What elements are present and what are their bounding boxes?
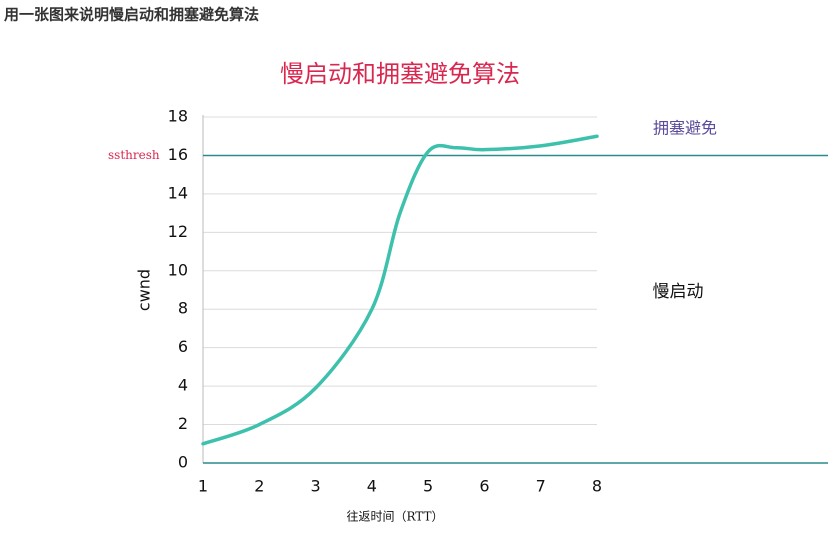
threshold-label: ssthresh bbox=[108, 148, 160, 162]
y-tick-label: 4 bbox=[178, 376, 188, 395]
chart-title: 慢启动和拥塞避免算法 bbox=[280, 60, 520, 88]
y-tick-label: 10 bbox=[168, 260, 188, 279]
x-tick-label: 4 bbox=[367, 477, 377, 496]
y-tick-label: 12 bbox=[168, 222, 188, 241]
x-tick-label: 1 bbox=[198, 477, 208, 496]
y-axis-label: cwnd bbox=[135, 269, 154, 311]
y-tick-label: 6 bbox=[178, 337, 188, 356]
x-tick-label: 3 bbox=[310, 477, 320, 496]
x-tick-label: 5 bbox=[423, 477, 433, 496]
y-tick-label: 14 bbox=[168, 183, 188, 202]
x-tick-label: 7 bbox=[536, 477, 546, 496]
y-tick-label: 0 bbox=[178, 453, 188, 472]
x-tick-label: 6 bbox=[479, 477, 489, 496]
y-tick-label: 2 bbox=[178, 414, 188, 433]
annotation: 慢启动 bbox=[653, 281, 704, 302]
y-tick-label: 16 bbox=[168, 145, 188, 164]
x-tick-label: 2 bbox=[254, 477, 264, 496]
series-line bbox=[201, 134, 599, 446]
y-tick-label: 8 bbox=[178, 299, 188, 318]
x-axis-label: 往返时间（RTT） bbox=[346, 509, 443, 524]
x-tick-label: 8 bbox=[592, 477, 602, 496]
page-title: 用一张图来说明慢启动和拥塞避免算法 bbox=[4, 6, 259, 24]
y-tick-label: 18 bbox=[168, 107, 188, 126]
annotation: 拥塞避免 bbox=[653, 119, 717, 138]
